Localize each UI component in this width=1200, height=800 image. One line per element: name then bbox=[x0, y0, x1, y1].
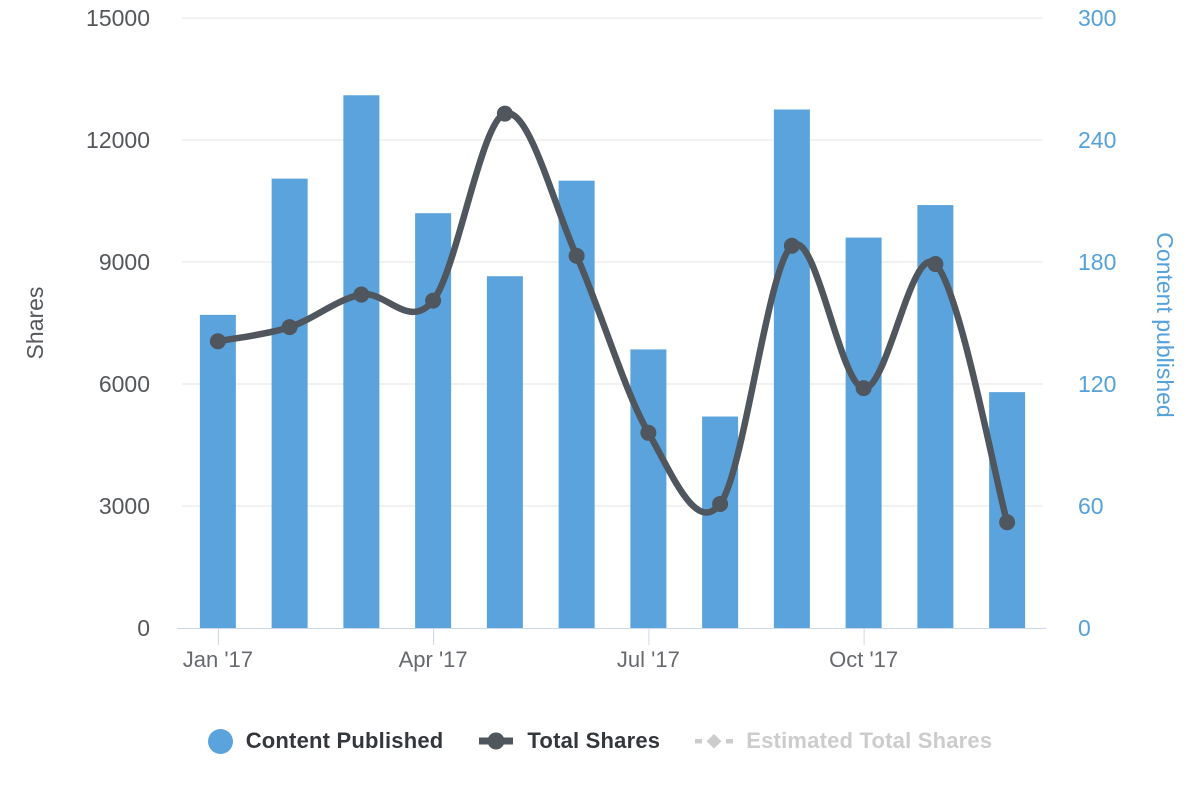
y-axis-left-label: 3000 bbox=[99, 493, 150, 519]
x-axis-label: Jul '17 bbox=[617, 647, 680, 672]
marker-Mar[interactable] bbox=[353, 286, 370, 303]
y-axis-right-label: 240 bbox=[1078, 127, 1116, 153]
y-axis-left-label: 12000 bbox=[86, 127, 150, 153]
diamond-dash-marker-icon bbox=[695, 734, 734, 749]
bar-Sep[interactable] bbox=[773, 109, 810, 629]
y-axis-left-title: Shares bbox=[22, 287, 48, 360]
legend-label-content-published: Content Published bbox=[245, 728, 444, 753]
x-axis-label: Jan '17 bbox=[183, 647, 253, 672]
marker-Apr[interactable] bbox=[425, 292, 442, 309]
bar-Aug[interactable] bbox=[702, 416, 739, 628]
bar-Jan[interactable] bbox=[199, 314, 236, 628]
legend-item-total-shares[interactable]: Total Shares bbox=[478, 728, 660, 754]
y-axis-right-label: 60 bbox=[1078, 493, 1104, 519]
x-axis-label: Apr '17 bbox=[399, 647, 468, 672]
x-axis-label: Oct '17 bbox=[829, 647, 898, 672]
legend: Content Published Total Shares Estimated… bbox=[0, 725, 1200, 757]
bar-Oct[interactable] bbox=[845, 237, 882, 628]
y-axis-left-label: 9000 bbox=[99, 249, 150, 275]
y-axis-right-label: 0 bbox=[1078, 615, 1091, 641]
bar-Mar[interactable] bbox=[343, 95, 380, 629]
marker-Nov[interactable] bbox=[927, 256, 944, 273]
bar-Nov[interactable] bbox=[917, 205, 954, 629]
y-axis-right-label: 300 bbox=[1078, 5, 1116, 31]
marker-Aug[interactable] bbox=[712, 495, 729, 512]
bar-Feb[interactable] bbox=[271, 178, 308, 628]
y-axis-right-label: 120 bbox=[1078, 371, 1116, 397]
y-axis-right-title: Content published bbox=[1152, 232, 1178, 417]
legend-label-total-shares: Total Shares bbox=[527, 728, 661, 753]
bar-May[interactable] bbox=[486, 276, 523, 628]
legend-item-estimated-total-shares[interactable]: Estimated Total Shares bbox=[695, 728, 992, 754]
marker-Jul[interactable] bbox=[640, 424, 657, 441]
y-axis-left-label: 15000 bbox=[86, 5, 150, 31]
circle-marker-icon bbox=[207, 728, 233, 754]
y-axis-left-label: 6000 bbox=[99, 371, 150, 397]
marker-Jun[interactable] bbox=[568, 247, 585, 264]
legend-label-estimated-total-shares: Estimated Total Shares bbox=[746, 728, 993, 753]
marker-Oct[interactable] bbox=[855, 380, 872, 397]
marker-May[interactable] bbox=[496, 105, 513, 122]
bar-Jul[interactable] bbox=[630, 349, 667, 628]
marker-Jan[interactable] bbox=[209, 333, 226, 350]
legend-item-content-published[interactable]: Content Published bbox=[207, 728, 444, 754]
y-axis-right-label: 180 bbox=[1078, 249, 1116, 275]
marker-Sep[interactable] bbox=[783, 237, 800, 254]
marker-Feb[interactable] bbox=[281, 319, 298, 336]
marker-Dec[interactable] bbox=[999, 514, 1016, 531]
y-axis-left-label: 0 bbox=[137, 615, 150, 641]
line-dot-marker-icon bbox=[479, 732, 514, 750]
total-shares-line bbox=[214, 110, 1011, 526]
